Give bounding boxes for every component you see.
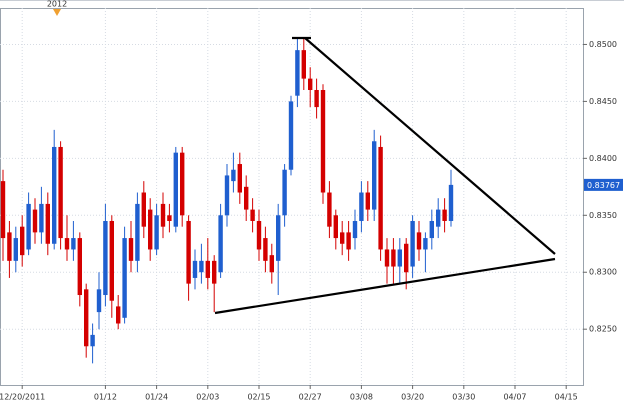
candle-body <box>320 90 326 193</box>
x-tick-label: 04/15 <box>555 393 578 402</box>
year-marker-icon <box>53 9 61 16</box>
candle-body <box>327 192 332 227</box>
candle-body <box>13 238 18 261</box>
last-price-label: 0.83767 <box>587 181 620 190</box>
x-tick-label: 03/08 <box>350 393 373 402</box>
candle-body <box>109 220 114 301</box>
x-tick-label: 04/07 <box>503 393 526 402</box>
x-tick-label: 02/03 <box>196 393 219 402</box>
candle-body <box>288 101 294 170</box>
candle-body <box>141 192 146 227</box>
candle-body <box>212 260 217 284</box>
candle-body <box>186 220 191 284</box>
candle-body <box>276 215 281 261</box>
candle-body <box>416 232 422 250</box>
candle-body <box>410 220 415 267</box>
candle-body <box>7 232 12 261</box>
candle-body <box>173 152 178 227</box>
candle-body <box>32 209 38 233</box>
candle-body <box>90 334 95 347</box>
candle-body <box>301 50 306 79</box>
x-tick-label: 03/30 <box>452 393 475 402</box>
candle-body <box>269 255 274 273</box>
candle-body <box>224 175 230 216</box>
candle-body <box>295 50 300 96</box>
candle-body <box>436 209 441 227</box>
candle-body <box>448 184 454 221</box>
candle-body <box>218 215 223 273</box>
candle-body <box>122 238 127 318</box>
candle-body <box>52 146 57 244</box>
candle-body <box>135 203 140 261</box>
candle-body <box>128 238 134 261</box>
candle-body <box>244 186 249 210</box>
candle-body <box>250 209 255 221</box>
x-tick-label: 01/24 <box>145 393 168 402</box>
y-tick-label: 0.8250 <box>589 325 617 334</box>
candle-body <box>20 226 25 256</box>
candle-body <box>429 220 434 239</box>
x-tick-label: 03/20 <box>401 393 424 402</box>
candle-body <box>314 90 319 108</box>
candle-body <box>404 243 409 273</box>
candle-body <box>308 78 313 91</box>
candle-body <box>372 141 377 210</box>
candle-body <box>45 203 50 244</box>
candle-body <box>39 203 44 233</box>
candle-body <box>180 152 185 216</box>
candle-body <box>359 192 364 221</box>
candle-body <box>205 260 210 278</box>
candle-body <box>397 249 402 267</box>
candle-body <box>365 192 370 210</box>
trend-line <box>214 257 556 315</box>
candle-body <box>64 238 70 250</box>
candle-body <box>26 203 31 250</box>
candle-body <box>256 220 262 250</box>
candle-body <box>282 169 287 216</box>
candle-body <box>237 164 242 193</box>
candle-body <box>384 249 390 267</box>
candle-body <box>192 260 198 278</box>
x-tick-label: 02/27 <box>299 393 322 402</box>
x-tick-label: 02/15 <box>247 393 270 402</box>
year-marker: 2012 <box>47 0 67 9</box>
plot-area <box>0 8 584 386</box>
candle-body <box>340 232 345 244</box>
candle-body <box>346 232 351 250</box>
trend-lines <box>214 36 556 315</box>
candle-body <box>154 215 159 250</box>
candle-body <box>116 306 121 324</box>
candle-body <box>103 220 108 296</box>
candle-body <box>0 181 6 239</box>
y-tick-label: 0.8350 <box>589 211 617 220</box>
candle-body <box>199 260 204 273</box>
candle-body <box>352 220 358 239</box>
candle-body <box>167 215 172 221</box>
candle-body <box>423 238 428 250</box>
x-tick-label: 12/20/2011 <box>0 393 45 402</box>
candle-body <box>263 238 268 261</box>
last-price-box <box>584 178 623 191</box>
y-tick-label: 0.8300 <box>589 268 617 277</box>
candle-body <box>84 289 89 347</box>
y-tick-label: 0.8450 <box>589 97 617 106</box>
candle-body <box>96 289 102 313</box>
y-tick-label: 0.8500 <box>589 40 617 49</box>
y-tick-label: 0.8400 <box>589 154 617 163</box>
candle-body <box>58 146 63 239</box>
candle-body <box>71 238 76 250</box>
candle-body <box>391 249 396 267</box>
candle-body <box>231 169 236 182</box>
candle-body <box>160 203 166 227</box>
candle-body <box>333 215 338 239</box>
candle-body <box>77 238 82 296</box>
trend-line <box>304 37 556 255</box>
x-tick-label: 01/12 <box>94 393 117 402</box>
candle-body <box>148 209 153 250</box>
candle-body <box>378 146 383 250</box>
candle-body <box>442 209 447 221</box>
